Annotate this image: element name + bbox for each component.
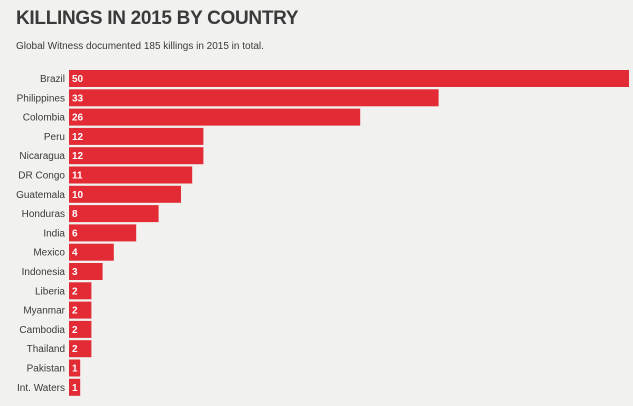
- bar-row: Indonesia 3: [22, 263, 103, 280]
- category-label: Brazil: [40, 74, 65, 85]
- value-label: 2: [72, 325, 78, 336]
- value-label: 2: [72, 286, 78, 297]
- category-label: DR Congo: [18, 171, 65, 182]
- value-label: 8: [72, 209, 78, 220]
- bar-row: Nicaragua 12: [19, 147, 204, 165]
- bar: [69, 378, 81, 396]
- bar-row: Liberia 2: [35, 282, 92, 300]
- bar: [69, 185, 181, 203]
- value-label: 1: [72, 383, 78, 394]
- category-label: Liberia: [35, 286, 65, 297]
- bar-row: Honduras 8: [22, 205, 159, 223]
- bar-row: Mexico 4: [33, 243, 114, 261]
- bar: [69, 340, 92, 358]
- bar-row: Philippines 33: [17, 89, 439, 107]
- value-label: 3: [72, 267, 78, 278]
- bar: [69, 263, 103, 280]
- bar-row: India 6: [43, 224, 137, 242]
- chart-title: KILLINGS IN 2015 BY COUNTRY: [16, 8, 299, 29]
- bar: [69, 282, 92, 300]
- value-label: 12: [72, 132, 84, 143]
- value-label: 2: [72, 306, 78, 317]
- category-label: Thailand: [27, 344, 65, 355]
- bar-row: Cambodia 2: [19, 320, 92, 338]
- value-label: 1: [72, 364, 78, 375]
- value-label: 4: [72, 248, 78, 259]
- bar-row: DR Congo 11: [18, 166, 193, 184]
- category-label: Int. Waters: [17, 383, 65, 394]
- bar-row: Peru 12: [44, 127, 204, 145]
- bar: [69, 320, 92, 338]
- bar: [69, 243, 114, 261]
- category-label: Myanmar: [23, 306, 65, 317]
- bar-row: Guatemala 10: [16, 185, 181, 203]
- value-label: 50: [72, 74, 84, 85]
- bar: [69, 127, 204, 145]
- bar-row: Int. Waters 1: [17, 378, 81, 396]
- value-label: 6: [72, 228, 78, 239]
- bar-row: Myanmar 2: [23, 301, 92, 319]
- category-label: Guatemala: [16, 190, 65, 201]
- category-label: Colombia: [23, 113, 66, 124]
- value-label: 2: [72, 344, 78, 355]
- category-label: Philippines: [17, 93, 65, 104]
- bar-row: Colombia 26: [23, 108, 361, 126]
- value-label: 10: [72, 190, 84, 201]
- category-label: Nicaragua: [19, 151, 65, 162]
- bar: [69, 205, 159, 223]
- bar: [69, 359, 81, 377]
- category-label: Cambodia: [19, 325, 65, 336]
- category-label: Peru: [44, 132, 65, 143]
- category-label: Mexico: [33, 248, 65, 259]
- bar: [69, 224, 137, 242]
- bar-row: Brazil 50: [40, 70, 629, 87]
- category-label: Honduras: [22, 209, 65, 220]
- bar: [69, 166, 193, 184]
- bar: [69, 70, 629, 87]
- value-label: 26: [72, 113, 84, 124]
- value-label: 33: [72, 93, 84, 104]
- bar: [69, 301, 92, 319]
- value-label: 11: [72, 171, 83, 182]
- category-label: India: [43, 228, 65, 239]
- bar-row: Pakistan 1: [27, 359, 81, 377]
- bar-row: Thailand 2: [27, 340, 92, 358]
- category-label: Pakistan: [27, 364, 65, 375]
- value-label: 12: [72, 151, 84, 162]
- chart-subtitle: Global Witness documented 185 killings i…: [16, 41, 264, 52]
- bar: [69, 108, 361, 126]
- bar: [69, 89, 439, 107]
- bar: [69, 147, 204, 165]
- category-label: Indonesia: [22, 267, 66, 278]
